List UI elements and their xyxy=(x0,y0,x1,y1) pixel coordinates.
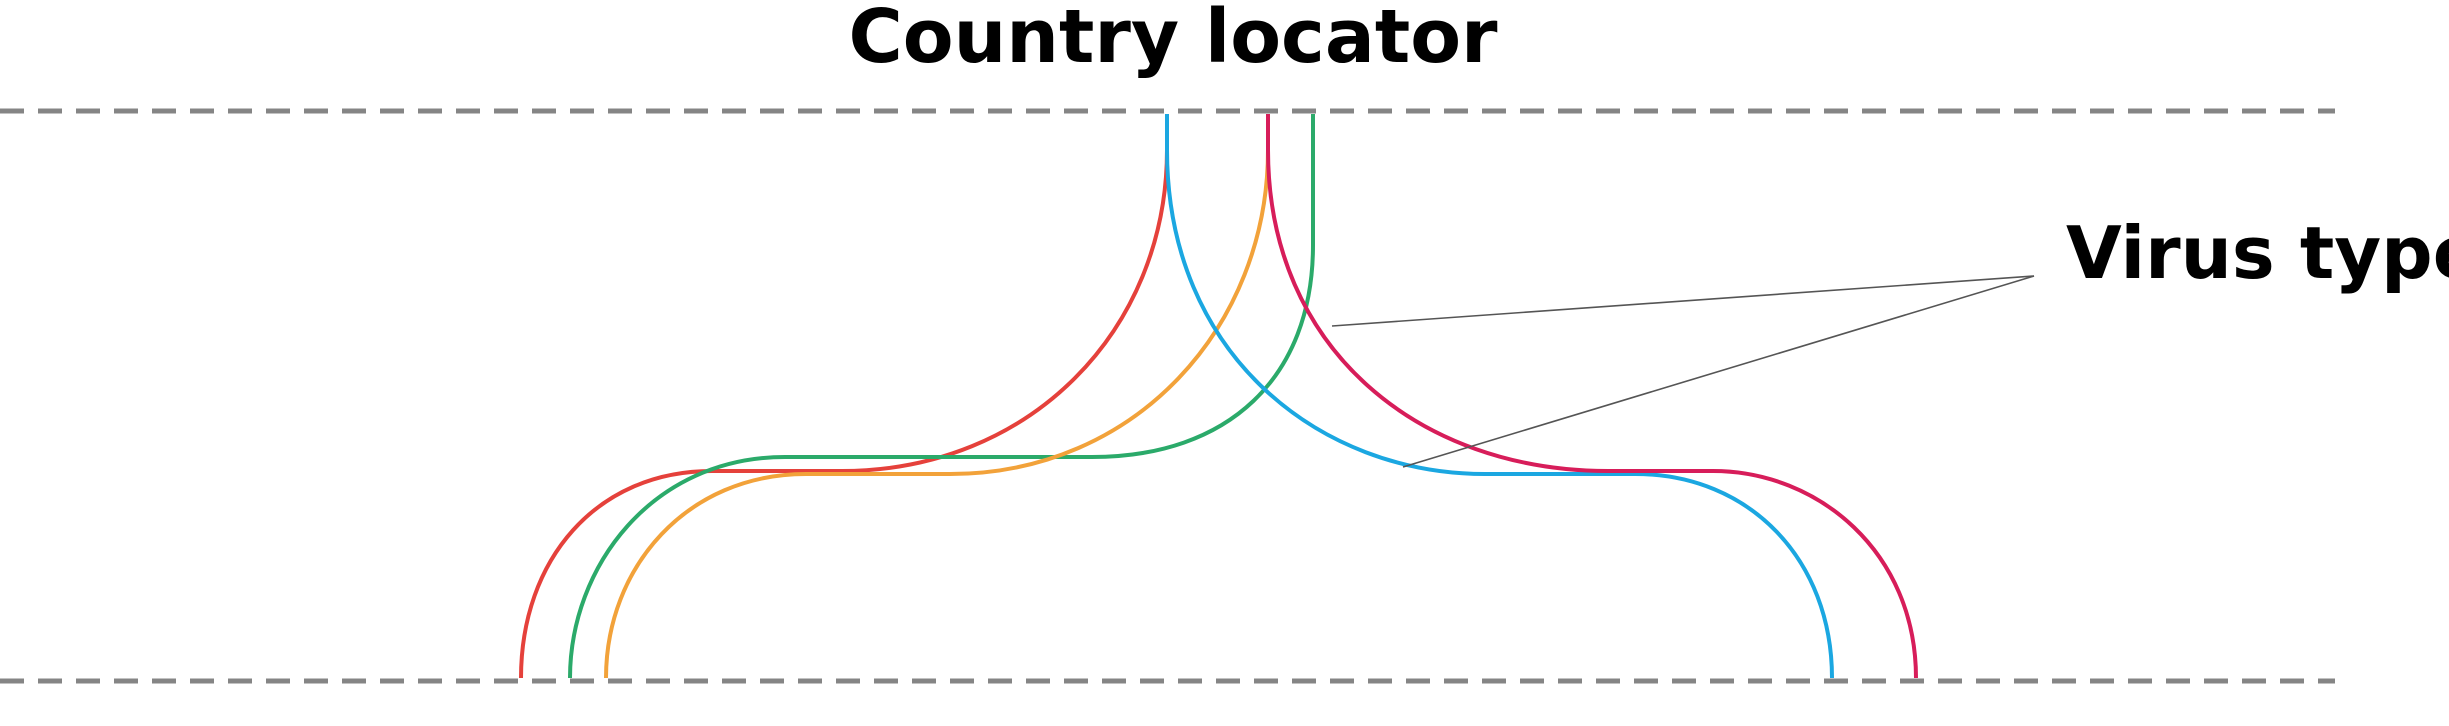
flow-blue xyxy=(1165,114,1834,679)
top-label: Country locator xyxy=(848,0,1498,80)
leader-line-lower xyxy=(1402,275,2035,468)
right-label: Virus type xyxy=(2066,211,2449,295)
flow-crimson xyxy=(1266,114,1918,679)
leader-lines xyxy=(1331,275,2035,468)
leader-line-upper xyxy=(1331,275,2035,327)
flow-green xyxy=(568,114,1315,679)
flow-orange xyxy=(604,114,1270,679)
flow-red xyxy=(519,114,1169,679)
flow-paths xyxy=(519,114,1918,679)
